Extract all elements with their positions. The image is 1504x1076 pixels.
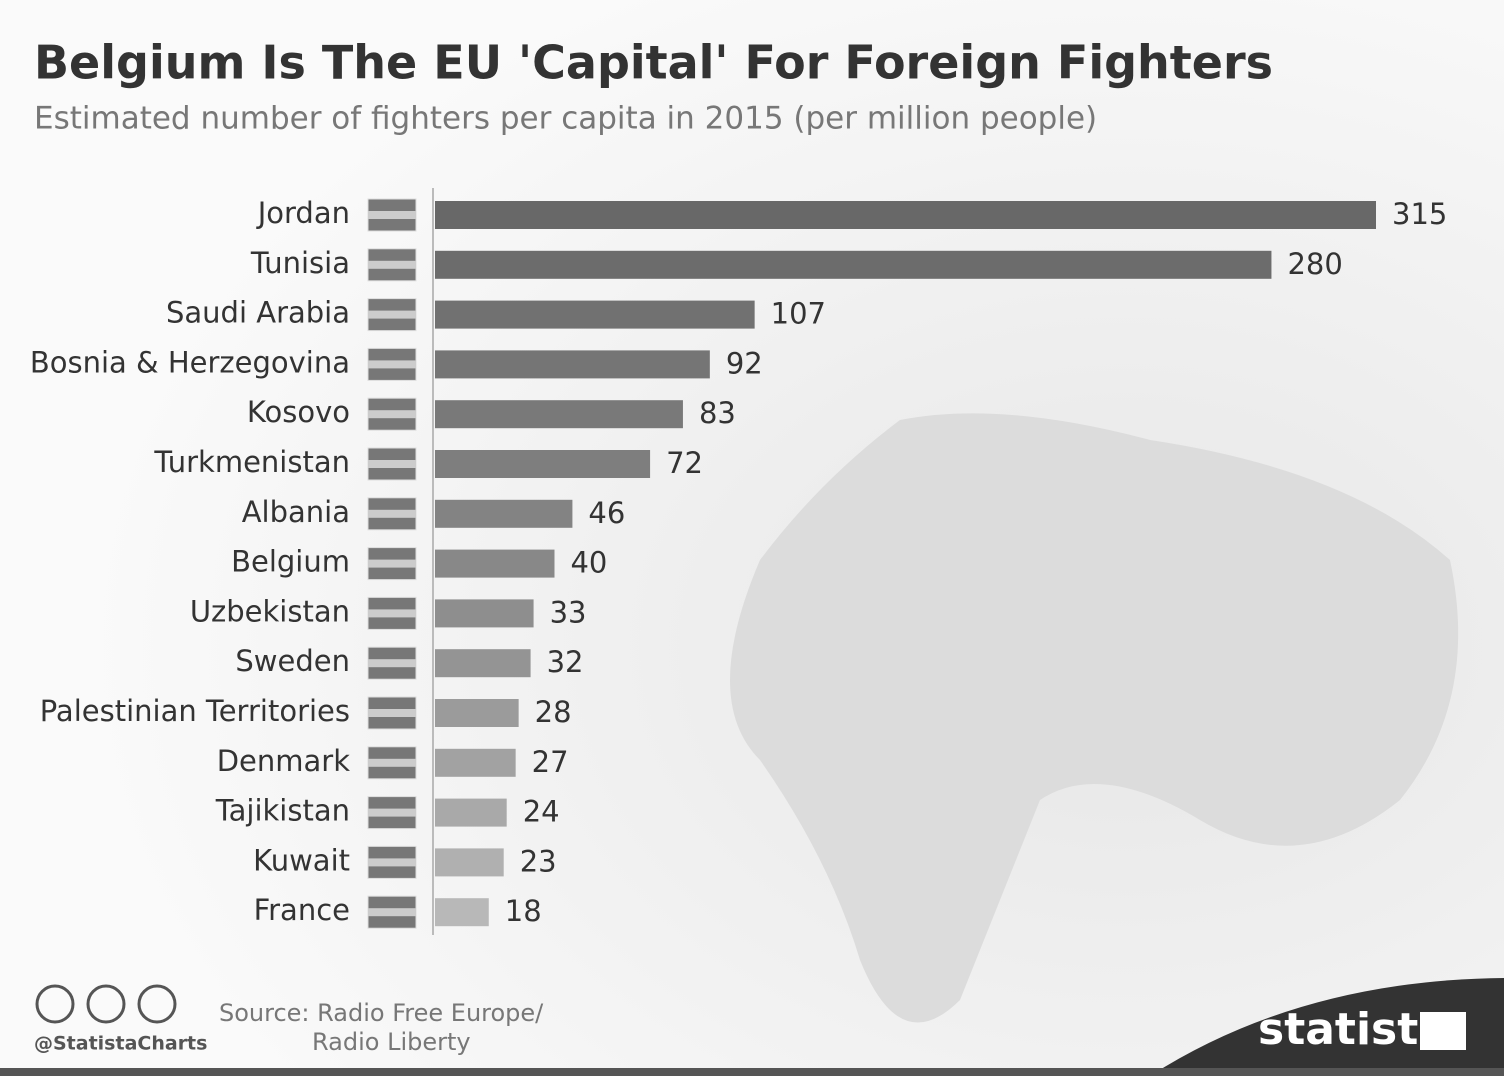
- map-background: [730, 413, 1459, 1023]
- value-label: 32: [547, 645, 584, 679]
- category-label: Albania: [242, 495, 350, 529]
- category-label: Uzbekistan: [190, 594, 350, 628]
- bottom-bar: [0, 1068, 1504, 1076]
- bar: [435, 450, 651, 478]
- value-label: 27: [532, 745, 569, 779]
- category-label: Saudi Arabia: [166, 296, 350, 330]
- category-label: Kuwait: [253, 843, 350, 877]
- category-label: Belgium: [231, 545, 350, 579]
- bar: [435, 250, 1272, 279]
- title: Belgium Is The EU 'Capital' For Foreign …: [34, 36, 1273, 90]
- flag-stripe: [368, 310, 416, 319]
- subtitle: Estimated number of fighters per capita …: [34, 101, 1097, 137]
- bar: [435, 201, 1376, 229]
- logo-icon: [1420, 1012, 1466, 1050]
- bar: [435, 699, 519, 727]
- value-label: 18: [505, 894, 542, 928]
- flag-stripe: [368, 858, 416, 867]
- flag-stripe: [368, 509, 416, 518]
- flag-stripe: [368, 908, 416, 917]
- flag-stripe: [368, 460, 416, 468]
- category-label: France: [254, 893, 350, 927]
- source: Source: Radio Free Europe/: [219, 999, 544, 1027]
- category-label: Jordan: [256, 196, 350, 230]
- category-label: Palestinian Territories: [40, 694, 350, 728]
- source: Radio Liberty: [312, 1028, 471, 1056]
- bar: [435, 649, 531, 678]
- flag-stripe: [368, 709, 416, 717]
- logo-swoosh: [1150, 978, 1504, 1076]
- category-label: Bosnia & Herzegovina: [30, 345, 350, 379]
- category-label: Kosovo: [247, 395, 350, 429]
- value-label: 107: [771, 297, 826, 331]
- category-label: Tajikistan: [215, 794, 350, 828]
- category-label: Sweden: [235, 644, 350, 678]
- bar: [435, 350, 710, 379]
- flag-stripe: [368, 360, 416, 369]
- value-label: 315: [1392, 197, 1447, 231]
- bar: [435, 499, 573, 528]
- flag-stripe: [368, 410, 416, 419]
- value-label: 28: [535, 695, 572, 729]
- value-label: 46: [588, 496, 625, 530]
- bar: [435, 898, 489, 927]
- cc-icons: [35, 984, 177, 1024]
- category-label: Tunisia: [250, 246, 350, 280]
- value-label: 72: [666, 446, 703, 480]
- bar: [435, 300, 755, 329]
- value-label: 33: [550, 595, 587, 629]
- flag-stripe: [368, 559, 416, 568]
- bar: [435, 848, 504, 877]
- flag-stripe: [368, 609, 416, 618]
- value-label: 83: [699, 396, 736, 430]
- flag-stripe: [368, 758, 416, 767]
- flag-stripe: [368, 260, 416, 269]
- flag-stripe: [368, 211, 416, 219]
- flag-stripe: [368, 659, 416, 668]
- value-label: 23: [520, 844, 557, 878]
- value-label: 92: [726, 346, 763, 380]
- value-label: 24: [523, 795, 560, 829]
- value-label: 280: [1287, 247, 1342, 281]
- bar: [435, 599, 534, 628]
- bar: [435, 748, 516, 777]
- bar: [435, 400, 683, 429]
- category-label: Turkmenistan: [153, 445, 350, 479]
- value-label: 40: [570, 546, 607, 580]
- logo: statista: [1258, 1004, 1448, 1055]
- flag-stripe: [368, 808, 416, 817]
- bar: [435, 549, 555, 578]
- bar: [435, 798, 507, 827]
- handle: @StatistaCharts: [34, 1033, 207, 1055]
- category-label: Denmark: [217, 744, 350, 778]
